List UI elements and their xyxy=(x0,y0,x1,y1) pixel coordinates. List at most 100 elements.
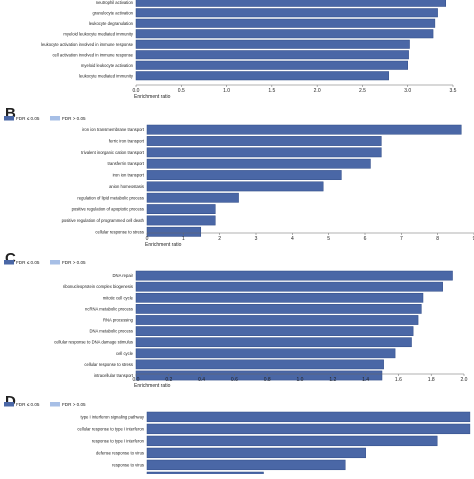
legend-label: FDR ≤ 0.05 xyxy=(16,260,40,265)
bar xyxy=(135,326,414,336)
x-tick-label: 0.4 xyxy=(198,377,205,383)
bar xyxy=(135,0,447,7)
panel-label: B xyxy=(5,105,16,122)
category-label: leukocyte degranulation xyxy=(89,21,134,26)
legend-label: FDR > 0.05 xyxy=(62,116,86,121)
category-label: type I interferon signaling pathway xyxy=(80,414,144,419)
x-tick-label: 1.0 xyxy=(297,377,304,383)
x-tick-label: 2 xyxy=(218,236,221,242)
category-label: iron ion transmembrane transport xyxy=(82,127,145,132)
x-tick-label: 5 xyxy=(327,236,330,242)
x-tick-label: 4 xyxy=(291,236,294,242)
category-label: anion homeostasis xyxy=(109,184,144,189)
bar xyxy=(146,170,342,180)
bar xyxy=(135,348,396,359)
bar xyxy=(135,270,453,281)
legend-swatch-fdr-le xyxy=(4,116,14,121)
category-label: response to virus xyxy=(112,462,144,467)
category-label: cellular response to stress xyxy=(95,229,144,234)
legend-swatch-fdr-le xyxy=(4,402,14,407)
category-label: cell activation involved in immune respo… xyxy=(52,52,133,57)
bar xyxy=(135,281,443,292)
x-tick-label: 1.4 xyxy=(362,377,369,383)
x-tick-label: 9 xyxy=(473,236,474,242)
category-label: ncRNA metabolic process xyxy=(85,306,133,311)
x-tick-label: 8 xyxy=(436,236,439,242)
category-label: iron ion transport xyxy=(113,173,145,178)
bar xyxy=(146,204,216,214)
legend-label: FDR ≤ 0.05 xyxy=(16,116,40,121)
bar xyxy=(135,337,412,348)
category-label: trivalent inorganic cation transport xyxy=(81,150,145,155)
bar xyxy=(135,315,419,325)
category-label: positive regulation of apoptotic process xyxy=(72,207,144,212)
x-tick-label: 1.0 xyxy=(223,88,230,94)
category-label: leukocyte activation involved in immune … xyxy=(41,42,134,47)
bar xyxy=(135,370,383,381)
category-label: myeloid leukocyte activation xyxy=(81,63,134,68)
x-tick-label: 1.8 xyxy=(428,377,435,383)
category-label: ribonucleoprotein complex biogenesis xyxy=(63,284,133,289)
category-label: response to type I interferon xyxy=(92,438,145,443)
x-tick-label: 1.6 xyxy=(395,377,402,383)
bar xyxy=(135,18,436,28)
category-label: defense response to virus xyxy=(96,450,144,455)
bar xyxy=(135,304,422,314)
bar xyxy=(146,158,371,169)
bar xyxy=(146,459,346,471)
category-label: neutrophil activation xyxy=(96,0,134,5)
category-label: RNA processing xyxy=(103,318,134,323)
bar xyxy=(135,60,408,70)
category-label: positive regulation of programmed cell d… xyxy=(62,218,145,223)
category-label: leukocyte mediated immunity xyxy=(79,73,134,78)
panel-label: C xyxy=(5,250,16,267)
x-axis-label: Enrichment ratio xyxy=(134,94,171,100)
category-label: DNA repair xyxy=(113,273,134,278)
x-tick-label: 1.2 xyxy=(329,377,336,383)
category-label: DNA metabolic process xyxy=(89,329,133,334)
bar xyxy=(146,226,202,237)
legend-swatch-fdr-gt xyxy=(50,402,60,407)
x-tick-label: 3.5 xyxy=(450,88,457,94)
category-label: myeloid leukocyte mediated immunity xyxy=(63,31,133,36)
bar xyxy=(146,147,382,158)
category-label: cellular response to stress xyxy=(84,362,133,367)
x-tick-label: 1.5 xyxy=(268,88,275,94)
category-label: cell cycle xyxy=(116,351,134,356)
bar xyxy=(146,215,216,226)
legend-label: FDR ≤ 0.05 xyxy=(16,402,40,407)
category-label: ferric iron transport xyxy=(109,139,145,144)
x-tick-label: 2.0 xyxy=(314,88,321,94)
bar xyxy=(135,292,424,303)
x-tick-label: 1 xyxy=(182,236,185,242)
legend-swatch-fdr-gt xyxy=(50,116,60,121)
bar xyxy=(146,136,382,146)
x-tick-label: 2.5 xyxy=(359,88,366,94)
category-label: transferrin transport xyxy=(107,161,144,166)
x-tick-label: 0.0 xyxy=(133,377,140,383)
bar xyxy=(146,192,239,203)
x-tick-label: 7 xyxy=(400,236,403,242)
category-label: intracellular transport xyxy=(94,373,134,378)
x-tick-label: 3 xyxy=(255,236,258,242)
x-tick-label: 0.6 xyxy=(231,377,238,383)
category-label: cellular response to type I interferon xyxy=(77,426,144,431)
x-tick-label: 6 xyxy=(364,236,367,242)
category-label: mitotic cell cycle xyxy=(103,295,134,300)
bar xyxy=(146,181,324,192)
legend-swatch-fdr-gt xyxy=(50,260,60,265)
bar xyxy=(135,359,384,370)
legend-label: FDR > 0.05 xyxy=(62,402,86,407)
legend-label: FDR > 0.05 xyxy=(62,260,86,265)
x-axis-label: Enrichment ratio xyxy=(145,242,182,248)
bar xyxy=(146,447,366,459)
bar xyxy=(135,8,438,18)
x-tick-label: 3.0 xyxy=(404,88,411,94)
legend-swatch-fdr-le xyxy=(4,260,14,265)
category-label: regulation of lipid metabolic process xyxy=(77,195,144,200)
x-tick-label: 0 xyxy=(146,236,149,242)
x-axis-label: Enrichment ratio xyxy=(134,383,171,389)
bar xyxy=(135,71,389,81)
bar xyxy=(146,423,471,435)
